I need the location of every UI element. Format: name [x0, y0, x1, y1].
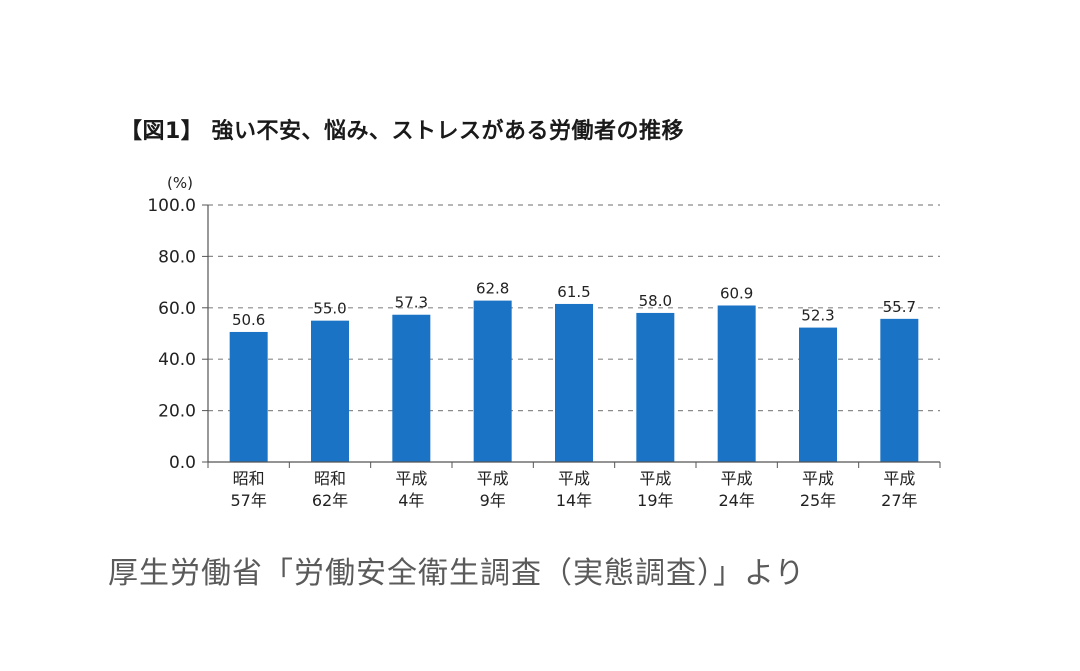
x-tick-label-era: 平成 — [558, 469, 590, 488]
y-tick-label: 20.0 — [158, 402, 196, 422]
data-label: 57.3 — [395, 294, 428, 312]
x-tick-label-era: 平成 — [883, 469, 915, 488]
y-tick-label: 0.0 — [169, 453, 196, 473]
data-label: 61.5 — [557, 283, 590, 301]
bar — [229, 331, 268, 462]
y-tick-label: 80.0 — [158, 247, 196, 267]
bar — [392, 314, 431, 462]
data-label: 60.9 — [720, 284, 753, 302]
y-tick-label: 40.0 — [158, 350, 196, 370]
bar-chart: (%) 0.0 20.0 40.0 60.0 80.0 100.0 50.6 昭和 57年 55.… — [147, 174, 941, 510]
x-tick-label-year: 27年 — [881, 491, 917, 510]
bar — [717, 305, 756, 462]
x-tick-label-year: 9年 — [480, 491, 506, 510]
axes — [202, 204, 941, 468]
x-tick-label-year: 62年 — [312, 491, 348, 510]
source-note: 厚生労働省「労働安全衛生調査（実態調査）」より — [108, 556, 806, 591]
x-tick-label-year: 57年 — [230, 491, 266, 510]
x-tick-label-year: 24年 — [718, 491, 754, 510]
x-tick-label-era: 平成 — [639, 469, 671, 488]
bars — [229, 300, 919, 462]
x-tick-label-era: 平成 — [477, 469, 509, 488]
data-label: 62.8 — [476, 280, 509, 298]
x-tick-label-year: 19年 — [637, 491, 673, 510]
y-tick-label: 60.0 — [158, 299, 196, 319]
bar — [880, 318, 919, 462]
data-label: 50.6 — [232, 311, 265, 329]
chart-title: 【図1】 強い不安、悩み、ストレスがある労働者の推移 — [120, 119, 684, 144]
y-axis-unit-label: (%) — [167, 174, 193, 192]
x-tick-label-year: 14年 — [556, 491, 592, 510]
x-tick-label-era: 平成 — [721, 469, 753, 488]
bar — [799, 327, 837, 462]
y-tick-label: 100.0 — [147, 196, 196, 216]
x-tick-label-year: 25年 — [800, 491, 836, 510]
x-tick-label-era: 平成 — [802, 469, 834, 488]
bar — [636, 312, 675, 462]
x-tick-label-year: 4年 — [398, 491, 424, 510]
x-tick-label-era: 昭和 — [314, 469, 346, 488]
data-label: 52.3 — [801, 307, 834, 325]
x-tick-label-era: 昭和 — [233, 469, 265, 488]
data-label: 55.7 — [883, 298, 916, 316]
bar — [473, 300, 512, 462]
data-label: 55.0 — [313, 300, 346, 318]
x-tick-label-era: 平成 — [395, 469, 427, 488]
data-label: 58.0 — [639, 292, 672, 310]
bar — [311, 320, 349, 462]
bar — [555, 303, 593, 462]
labels: 0.0 20.0 40.0 60.0 80.0 100.0 50.6 昭和 57年 55.0 昭和 6… — [147, 196, 917, 510]
